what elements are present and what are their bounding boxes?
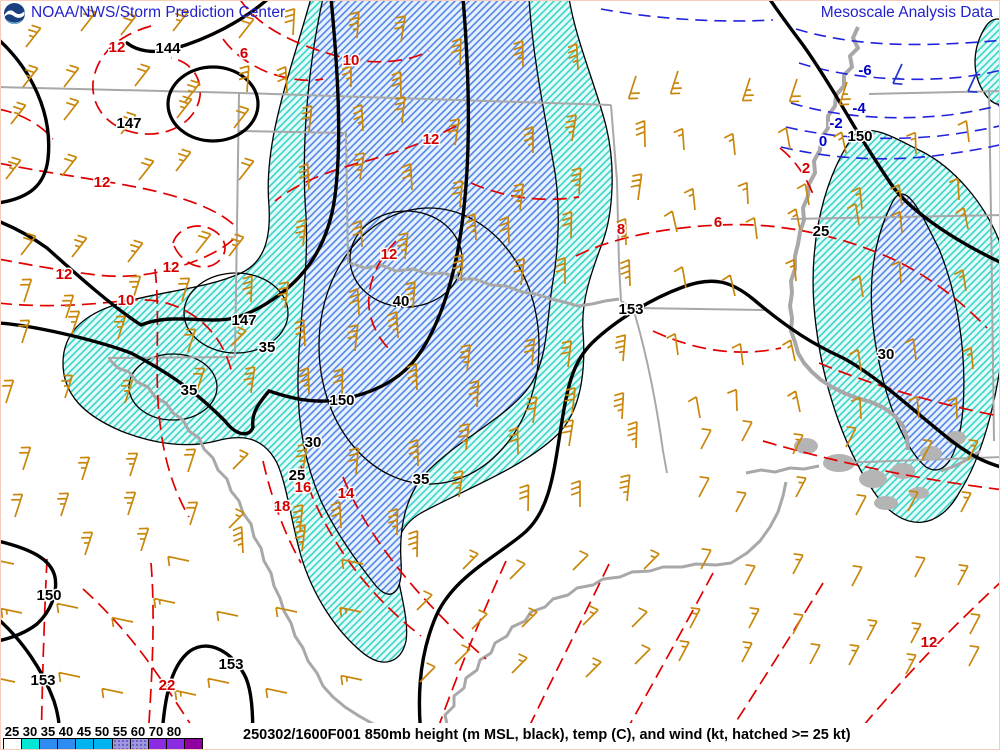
red-river (349, 261, 620, 308)
contour-label: 30 (305, 434, 322, 451)
contour-label: 30 (878, 346, 895, 363)
scale-label: 35 (40, 724, 56, 739)
scale-label: 60 (130, 724, 146, 739)
contour-label: 6 (240, 45, 248, 62)
contour-label: 8 (617, 221, 625, 238)
wind-barbs-blue (892, 63, 978, 94)
temp-contours-cold (600, 8, 999, 160)
wind-scale-labels: 25 30 35 40 45 50 55 60 70 80 (3, 724, 183, 739)
contour-label: 150 (36, 587, 61, 604)
contour-label: 12 (921, 634, 938, 651)
mississippi-river (788, 26, 910, 451)
contour-label: 12 (423, 131, 440, 148)
contour-label: 144 (155, 40, 181, 57)
wind-barbs-orange (1, 7, 981, 701)
page-title: NOAA/NWS/Storm Prediction Center (31, 4, 286, 21)
scale-label: 80 (166, 724, 182, 739)
scale-cell (94, 739, 113, 749)
contour-label: 35 (181, 382, 198, 399)
scale-cell (4, 739, 23, 749)
contour-labels: 144 147 147 150 150 153 150 153 153 40 35 35 35 30 25 2… (29, 38, 939, 696)
contour-label: 6 (714, 214, 722, 231)
gulf-coastline (434, 481, 788, 749)
coastal-marsh-line (745, 464, 820, 475)
noaa-logo-bird (4, 10, 25, 18)
contour-label: 153 (30, 672, 55, 689)
contour-label: 2 (802, 160, 810, 177)
contour-label: -4 (852, 100, 866, 117)
scale-label: 40 (58, 724, 74, 739)
noaa-logo-wave (5, 19, 24, 24)
contour-label: 153 (618, 301, 643, 318)
wind-barbs (1, 7, 981, 701)
contour-label: 25 (813, 223, 830, 240)
contour-label: 12 (163, 259, 180, 276)
contour-label: 150 (329, 392, 354, 409)
contour-label: 18 (274, 498, 291, 515)
map-caption: 250302/1600F001 850mb height (m MSL, bla… (243, 727, 851, 743)
scale-cell (22, 739, 41, 749)
rivers-coastline (107, 26, 981, 749)
hatch-region-central-30kt (297, 1, 559, 595)
scale-label: 25 (4, 724, 20, 739)
contour-label: -2 (829, 115, 842, 132)
contour-label: 12 (381, 246, 398, 263)
scale-cell (130, 739, 149, 749)
scale-cell (40, 739, 59, 749)
scale-label: 50 (94, 724, 110, 739)
scale-cell (58, 739, 77, 749)
scale-label: 55 (112, 724, 128, 739)
scale-cell (184, 739, 203, 749)
noaa-logo (3, 2, 26, 25)
contour-label: 12 (109, 39, 126, 56)
contour-label: 14 (338, 485, 355, 502)
scale-cell (148, 739, 167, 749)
page-subtitle: Mesoscale Analysis Data (820, 4, 993, 21)
scale-label: 70 (148, 724, 164, 739)
contour-label: 10 (343, 52, 360, 69)
contour-label: 22 (159, 677, 176, 694)
contour-label: 0 (819, 133, 827, 150)
scale-cell (112, 739, 131, 749)
contour-label: 147 (231, 312, 256, 329)
contour-label: 12 (94, 174, 111, 191)
rio-grande-river (107, 357, 425, 749)
scale-cell (76, 739, 95, 749)
scale-label: 30 (22, 724, 38, 739)
contour-label: 35 (259, 339, 276, 356)
scale-label: 45 (76, 724, 92, 739)
contour-label: 147 (116, 115, 141, 132)
state-borders (1, 86, 999, 474)
contour-label: 10 (118, 292, 135, 309)
contour-label: 153 (218, 656, 243, 673)
contour-label: 16 (295, 479, 312, 496)
contour-label: 25 (289, 467, 306, 484)
scale-cell (166, 739, 185, 749)
wind-scale-colorbar (3, 738, 203, 749)
contour-label: -6 (858, 62, 871, 79)
contour-label: 150 (847, 128, 872, 145)
contour-label: 12 (56, 266, 73, 283)
contour-label: 35 (413, 471, 430, 488)
contour-label: 40 (393, 293, 410, 310)
